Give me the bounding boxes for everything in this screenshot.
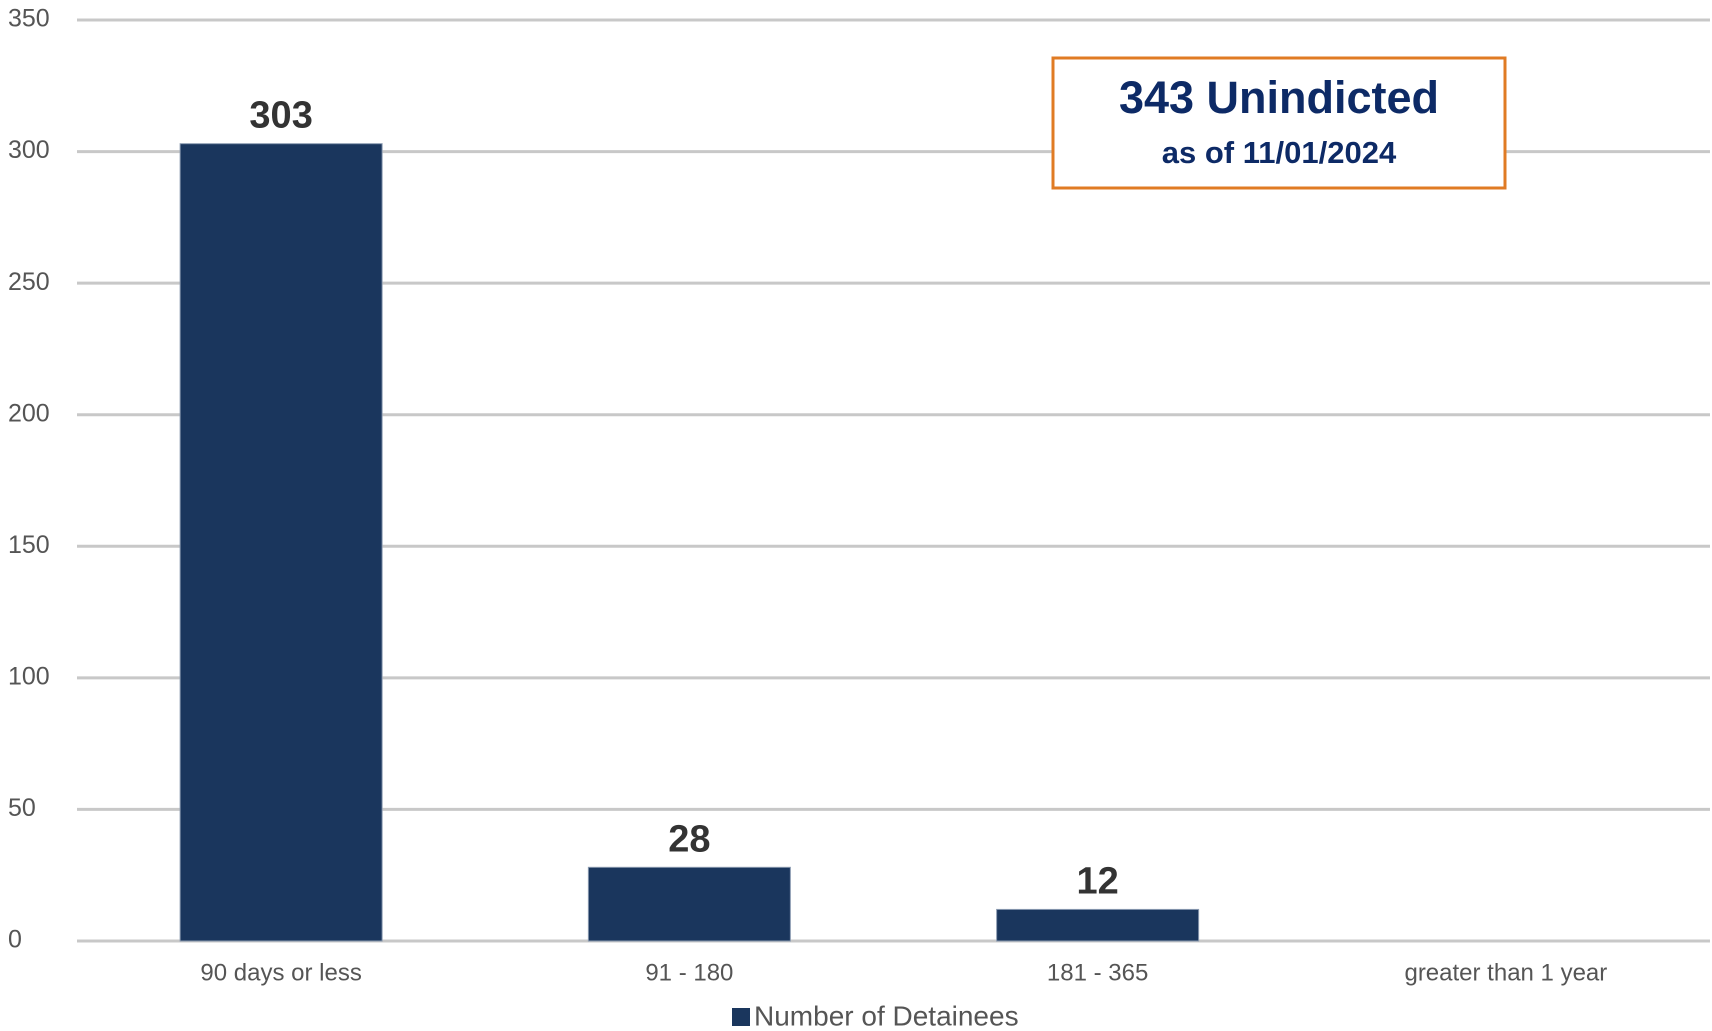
bar — [996, 908, 1200, 942]
bar — [179, 143, 383, 942]
y-tick-label: 50 — [8, 794, 36, 822]
y-tick-label: 200 — [8, 399, 50, 427]
legend-label: Number of Detainees — [754, 1000, 1019, 1031]
y-tick-label: 300 — [8, 136, 50, 164]
y-tick-label: 150 — [8, 531, 50, 559]
y-tick-label: 350 — [8, 5, 50, 33]
x-tick-label: 181 - 365 — [1047, 959, 1148, 986]
y-tick-label: 100 — [8, 662, 50, 690]
value-label: 12 — [1076, 860, 1118, 902]
x-tick-label: 91 - 180 — [645, 959, 733, 986]
value-label: 28 — [668, 818, 710, 860]
x-tick-label: 90 days or less — [200, 959, 361, 986]
annotation-box — [1051, 56, 1507, 190]
y-tick-label: 0 — [8, 926, 22, 954]
bar — [587, 866, 791, 942]
value-label: 303 — [249, 95, 312, 137]
x-tick-label: greater than 1 year — [1404, 959, 1607, 986]
annotation-subtitle: as of 11/01/2024 — [1162, 135, 1397, 170]
y-tick-label: 250 — [8, 268, 50, 296]
legend-swatch — [732, 1008, 750, 1026]
annotation-title: 343 Unindicted — [1119, 72, 1439, 123]
